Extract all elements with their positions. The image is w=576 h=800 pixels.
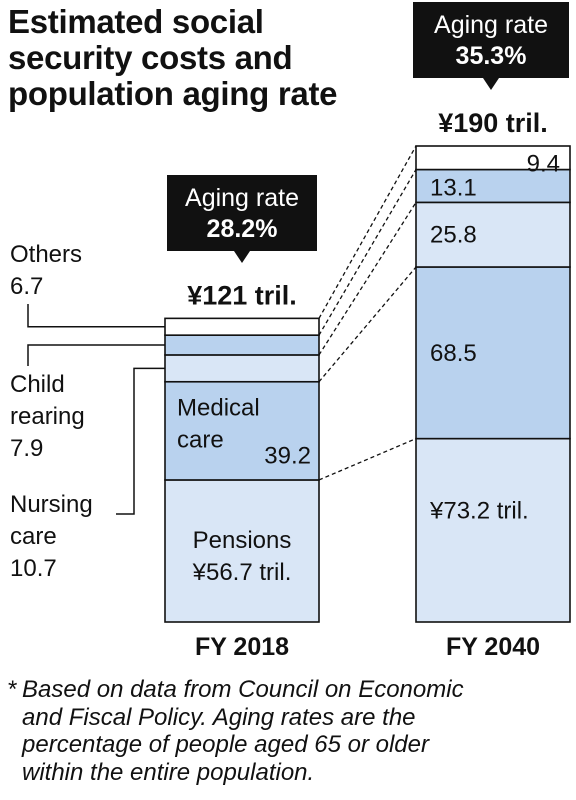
bar-segment-pensions-2018 <box>164 479 320 623</box>
footnote-star: * <box>8 676 18 703</box>
label-pensions-value-2018: ¥56.7 tril. <box>192 559 292 586</box>
footnote: * Based on data from Council on Economic … <box>8 676 574 786</box>
leader-line-nursing <box>116 367 165 515</box>
bar-segment-child-2018 <box>164 334 320 356</box>
side-label-child-value: 7.9 <box>10 435 43 462</box>
label-nursing-value-2040: 25.8 <box>430 222 477 249</box>
total-label-2018: ¥121 tril. <box>187 280 297 310</box>
aging-rate-box-2040 <box>413 2 569 90</box>
label-others-value-2040: 9.4 <box>527 151 560 178</box>
title-line-1: Estimated social <box>8 3 264 40</box>
bar-segment-others-2040 <box>415 145 571 171</box>
bar-segment-medical-2040 <box>415 266 571 440</box>
footnote-line-2: and Fiscal Policy. Aging rates are the <box>22 703 416 731</box>
total-label-2040: ¥190 tril. <box>438 108 548 138</box>
side-label-others-value: 6.7 <box>10 273 43 300</box>
title-line-3: population aging rate <box>8 75 338 112</box>
footnote-line-1: Based on data from Council on Economic <box>22 676 464 703</box>
side-label-child: Child <box>10 371 65 398</box>
side-label-child-rearing: rearing <box>10 403 85 430</box>
title-line-2: security costs and <box>8 39 293 76</box>
leader-line-others <box>27 304 165 328</box>
bar-segment-nursing-2040 <box>415 201 571 268</box>
bar-segment-nursing-2018 <box>164 354 320 383</box>
bar-segment-others-2018 <box>164 317 320 336</box>
bar-segment-pensions-2040 <box>415 437 571 623</box>
aging-rate-box-2018 <box>167 175 317 263</box>
connector-line-1 <box>318 438 417 481</box>
aging-rate-label-2040: Aging rate <box>434 11 548 39</box>
footnote-line-4: within the entire population. <box>22 758 315 786</box>
category-label-2018: FY 2018 <box>195 633 289 661</box>
side-label-nursing-value: 10.7 <box>10 555 57 582</box>
aging-rate-label-2018: Aging rate <box>185 184 299 212</box>
aging-rate-value-2018: 28.2% <box>207 215 278 243</box>
connector-line-4 <box>318 169 417 336</box>
label-medical-value-2040: 68.5 <box>430 340 477 367</box>
aging-rate-value-2040: 35.3% <box>456 42 527 70</box>
leader-line-child <box>27 344 165 366</box>
label-medical-care-2018: care <box>177 427 224 454</box>
category-label-2040: FY 2040 <box>446 633 540 661</box>
label-pensions-value-2040: ¥73.2 tril. <box>429 497 529 524</box>
bar-segment-medical-2018 <box>164 380 320 481</box>
label-pensions-2018: Pensions <box>193 527 292 554</box>
connector-line-5 <box>318 145 417 319</box>
connector-line-2 <box>318 266 417 383</box>
label-medical-2018: Medical <box>177 395 260 422</box>
label-medical-value-2018: 39.2 <box>264 443 311 470</box>
connector-line-3 <box>318 202 417 356</box>
label-child-value-2040: 13.1 <box>430 174 477 201</box>
side-label-others: Others <box>10 241 82 268</box>
footnote-line-3: percentage of people aged 65 or older <box>22 731 429 758</box>
side-label-nursing: Nursing <box>10 491 93 518</box>
side-label-nursing-care: care <box>10 523 57 550</box>
